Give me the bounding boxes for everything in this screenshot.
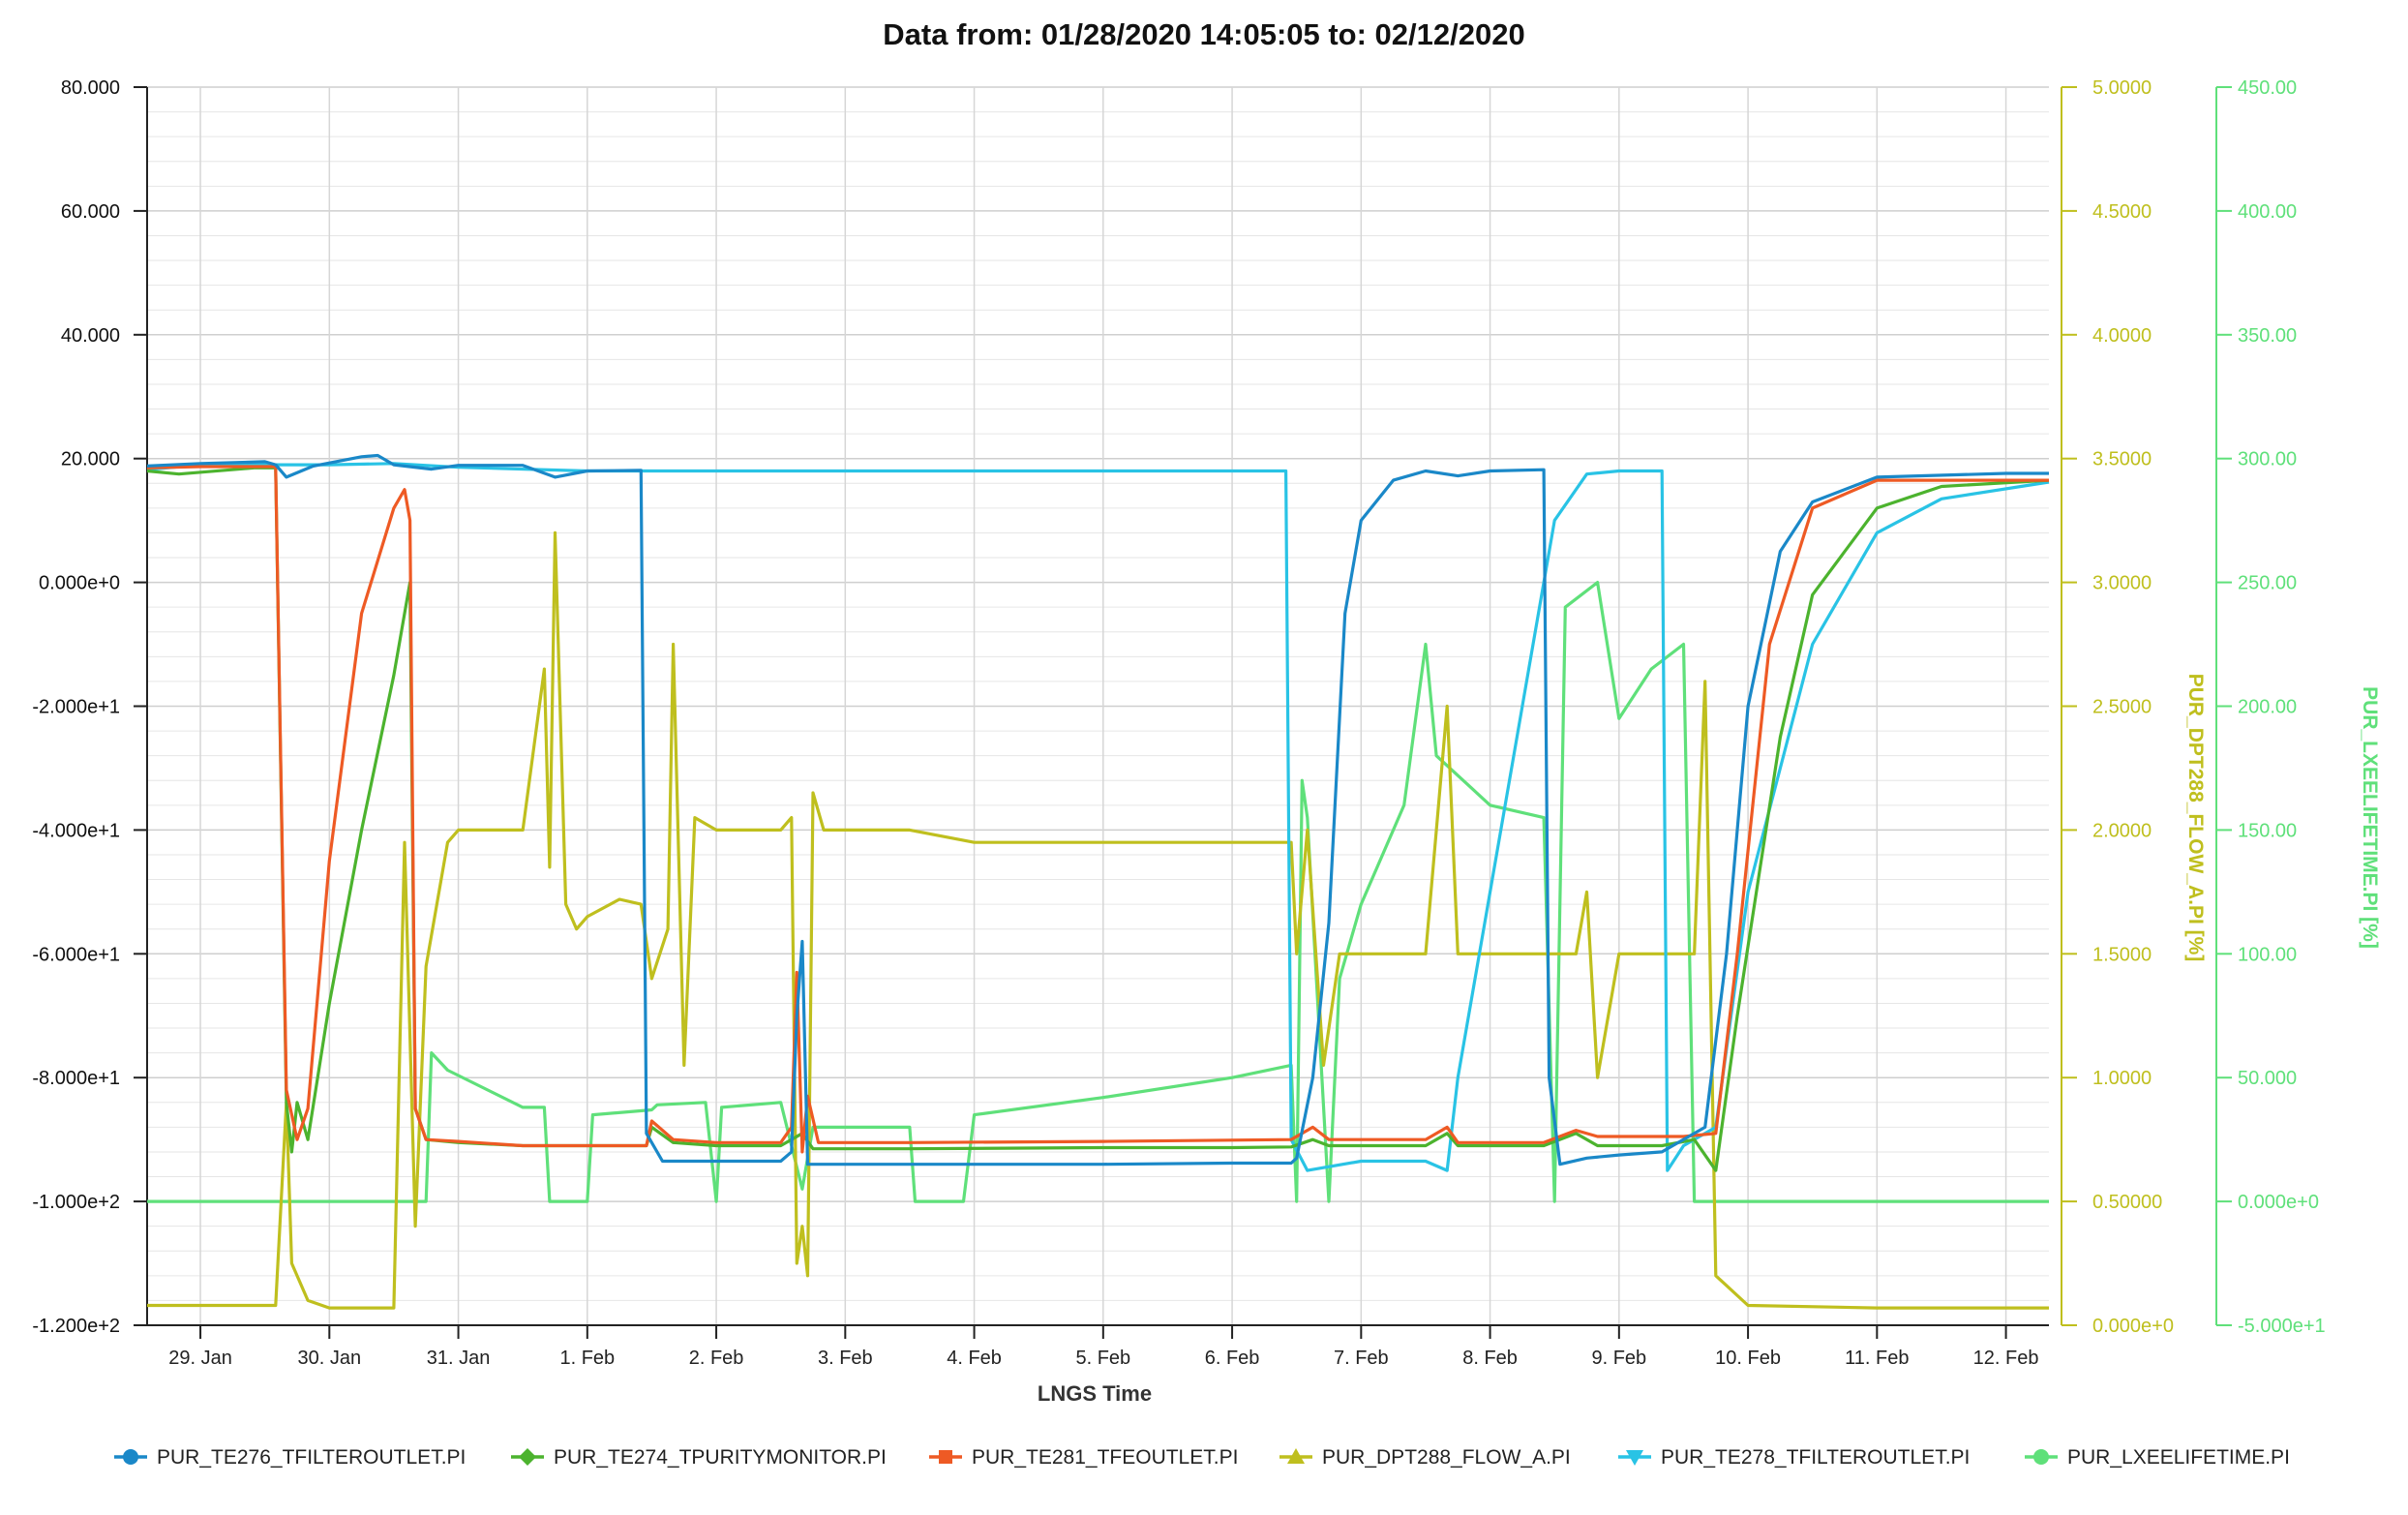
y-tick-label: 60.000 bbox=[61, 201, 120, 223]
x-tick-label: 11. Feb bbox=[1845, 1348, 1909, 1369]
y-tick-label: -1.200e+2 bbox=[32, 1316, 120, 1337]
axes: 80.000 60.000 40.000 20.000 0.000e+0 -2.000e+… bbox=[32, 77, 2381, 1369]
y-tick-label-flow: 1.0000 bbox=[2092, 1068, 2152, 1089]
x-tick-label: 31. Jan bbox=[427, 1348, 491, 1369]
legend-label: PUR_TE278_TFILTEROUTLET.PI bbox=[1661, 1446, 1970, 1469]
y-axis-flow-title: PUR_DPT288_FLOW_A.PI [%] bbox=[2184, 674, 2207, 962]
y-tick-label: 40.000 bbox=[61, 325, 120, 347]
x-tick-label: 1. Feb bbox=[559, 1348, 615, 1369]
legend-marker-triangle-down bbox=[1626, 1450, 1643, 1466]
legend-label: PUR_TE276_TFILTEROUTLET.PI bbox=[157, 1446, 466, 1469]
legend-label: PUR_LXEELIFETIME.PI bbox=[2067, 1446, 2290, 1469]
y-tick-label: 20.000 bbox=[61, 449, 120, 470]
grid bbox=[147, 86, 2049, 1326]
y-tick-label-life: 200.00 bbox=[2238, 697, 2297, 718]
y-tick-label: -4.000e+1 bbox=[32, 820, 120, 841]
y-tick-label-flow: 3.5000 bbox=[2092, 449, 2152, 470]
series-layer bbox=[146, 453, 2050, 1310]
x-tick-label: 10. Feb bbox=[1715, 1348, 1781, 1369]
y-tick-label: -8.000e+1 bbox=[32, 1068, 120, 1089]
series-line-pur-dpt288-flow-a-pi bbox=[147, 530, 2049, 1310]
legend-item-pur-te281-tfeoutlet-pi[interactable]: PUR_TE281_TFEOUTLET.PI bbox=[929, 1446, 1238, 1469]
x-axis-label: LNGS Time bbox=[1038, 1381, 1152, 1406]
y-tick-label-life: 450.00 bbox=[2238, 77, 2297, 99]
x-tick-label: 30. Jan bbox=[298, 1348, 362, 1369]
x-tick-label: 9. Feb bbox=[1591, 1348, 1646, 1369]
x-tick-label: 2. Feb bbox=[689, 1348, 744, 1369]
y-tick-label: 0.000e+0 bbox=[39, 573, 120, 594]
x-tick-label: 5. Feb bbox=[1075, 1348, 1130, 1369]
y-axis-life-title: PUR_LXEELIFETIME.PI [%] bbox=[2359, 686, 2381, 949]
y-tick-label-life: 50.000 bbox=[2238, 1068, 2297, 1089]
y-tick-label-life: 150.00 bbox=[2238, 820, 2297, 841]
y-tick-label-life: 0.000e+0 bbox=[2238, 1192, 2319, 1213]
legend-item-pur-te274-tpuritymonitor-pi[interactable]: PUR_TE274_TPURITYMONITOR.PI bbox=[511, 1446, 887, 1469]
y-tick-label-flow: 4.0000 bbox=[2092, 325, 2152, 347]
x-tick-label: 29. Jan bbox=[168, 1348, 232, 1369]
y-tick-label-life: -5.000e+1 bbox=[2238, 1316, 2326, 1337]
y-tick-label: -2.000e+1 bbox=[32, 697, 120, 718]
y-tick-label-flow: 1.5000 bbox=[2092, 944, 2152, 965]
y-tick-label-flow: 5.0000 bbox=[2092, 77, 2152, 99]
legend-label: PUR_DPT288_FLOW_A.PI bbox=[1322, 1446, 1571, 1469]
y-tick-label: 80.000 bbox=[61, 77, 120, 99]
y-tick-label-flow: 0.50000 bbox=[2092, 1192, 2162, 1213]
y-tick-label-life: 300.00 bbox=[2238, 449, 2297, 470]
y-tick-label-life: 100.00 bbox=[2238, 944, 2297, 965]
legend-marker-circle bbox=[2033, 1449, 2049, 1465]
series-line-pur-lxeelifetime-pi bbox=[147, 581, 2049, 1203]
legend-marker-triangle bbox=[1287, 1448, 1305, 1464]
y-tick-label-flow: 4.5000 bbox=[2092, 201, 2152, 223]
y-tick-label-flow: 2.5000 bbox=[2092, 697, 2152, 718]
x-tick-label: 12. Feb bbox=[1973, 1348, 2039, 1369]
y-tick-label-flow: 0.000e+0 bbox=[2092, 1316, 2174, 1337]
y-tick-label: -6.000e+1 bbox=[32, 944, 120, 965]
legend[interactable]: PUR_TE276_TFILTEROUTLET.PI PUR_TE274_TPUR… bbox=[114, 1446, 2290, 1469]
y-tick-label: -1.000e+2 bbox=[32, 1192, 120, 1213]
x-tick-label: 7. Feb bbox=[1334, 1348, 1389, 1369]
legend-marker-square bbox=[939, 1450, 952, 1464]
x-tick-label: 3. Feb bbox=[818, 1348, 873, 1369]
series-line-pur-te276-tfilteroutlet-pi bbox=[146, 453, 2049, 1167]
legend-item-pur-te276-tfilteroutlet-pi[interactable]: PUR_TE276_TFILTEROUTLET.PI bbox=[114, 1446, 466, 1469]
legend-item-pur-dpt288-flow-a-pi[interactable]: PUR_DPT288_FLOW_A.PI bbox=[1279, 1446, 1571, 1469]
legend-item-pur-te278-tfilteroutlet-pi[interactable]: PUR_TE278_TFILTEROUTLET.PI bbox=[1618, 1446, 1970, 1469]
y-tick-label-flow: 2.0000 bbox=[2092, 820, 2152, 841]
legend-item-pur-lxeelifetime-pi[interactable]: PUR_LXEELIFETIME.PI bbox=[2025, 1446, 2290, 1469]
x-tick-label: 4. Feb bbox=[947, 1348, 1002, 1369]
x-tick-label: 6. Feb bbox=[1205, 1348, 1260, 1369]
y-tick-label-life: 250.00 bbox=[2238, 573, 2297, 594]
y-tick-label-flow: 3.0000 bbox=[2092, 573, 2152, 594]
y-tick-label-life: 350.00 bbox=[2238, 325, 2297, 347]
legend-label: PUR_TE281_TFEOUTLET.PI bbox=[972, 1446, 1238, 1469]
legend-label: PUR_TE274_TPURITYMONITOR.PI bbox=[554, 1446, 887, 1469]
chart-title: Data from: 01/28/2020 14:05:05 to: 02/12… bbox=[883, 17, 1524, 51]
y-tick-label-life: 400.00 bbox=[2238, 201, 2297, 223]
legend-marker-diamond bbox=[519, 1448, 536, 1466]
x-tick-label: 8. Feb bbox=[1462, 1348, 1518, 1369]
legend-marker-circle bbox=[123, 1449, 138, 1465]
